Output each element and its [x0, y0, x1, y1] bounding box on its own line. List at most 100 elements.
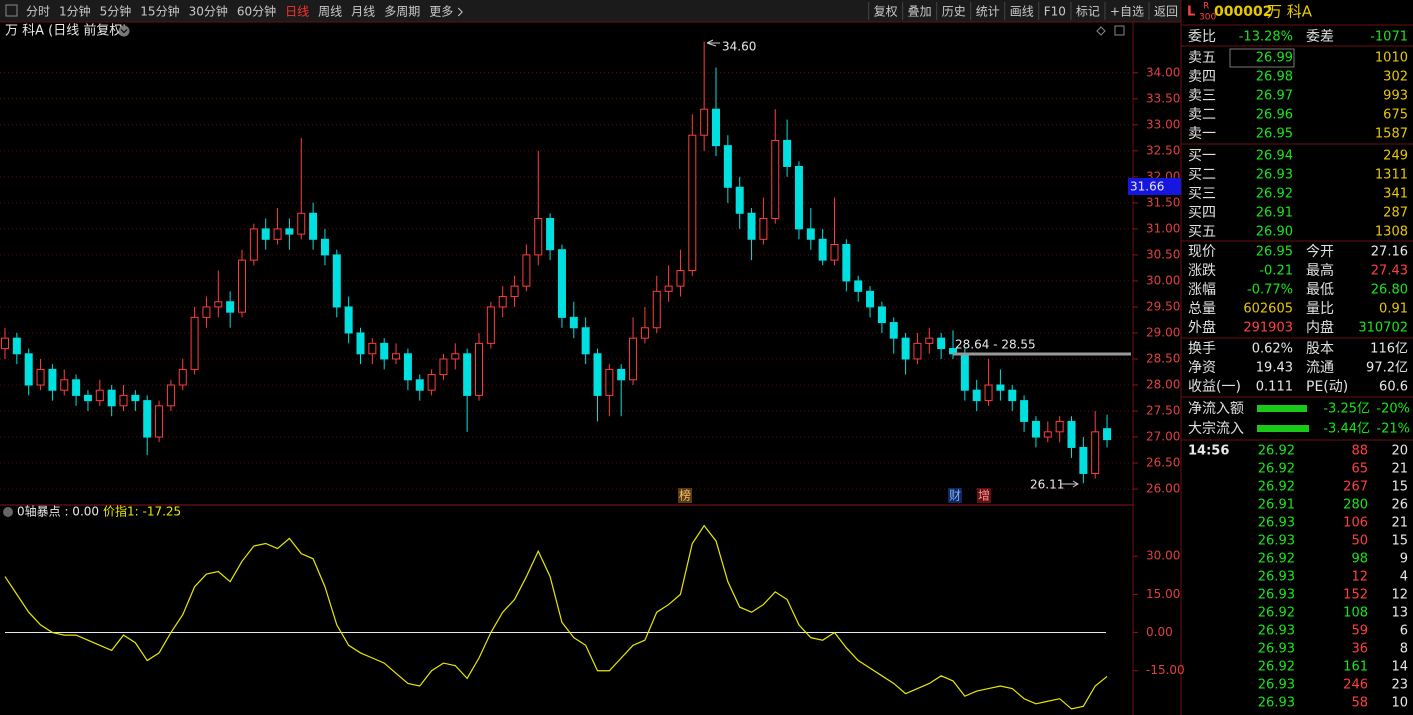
label: 今开: [1306, 244, 1334, 260]
label: 净资: [1188, 360, 1216, 376]
label: 买三: [1188, 186, 1216, 202]
tick-volume: 152: [1343, 588, 1368, 603]
tick-price: 26.92: [1258, 480, 1295, 495]
toolbar-button[interactable]: 叠加: [908, 5, 932, 19]
toolbar-item[interactable]: 分时: [26, 5, 50, 19]
amount: -3.25亿: [1323, 402, 1370, 417]
flow-bar: [1257, 425, 1309, 432]
volume: 302: [1383, 70, 1408, 85]
candle-body: [1079, 446, 1088, 474]
candle-body: [546, 217, 555, 251]
candle-body: [368, 342, 377, 355]
candle-body: [285, 228, 294, 235]
toolbar-item[interactable]: 日线: [285, 5, 309, 19]
candle-body: [1055, 420, 1064, 433]
toolbar-button[interactable]: 统计: [976, 5, 1000, 19]
label: 卖三: [1188, 88, 1216, 104]
tag[interactable]: [948, 488, 962, 503]
candle-body: [960, 353, 969, 391]
tick-time: 14:56: [1188, 444, 1229, 459]
candle-body: [415, 379, 424, 391]
chart-option[interactable]: [1114, 25, 1125, 36]
value: -1071: [1370, 30, 1408, 45]
plots: 26.00 26.50 27.00 27.50 28.00 28.50 29.00 29.50…: [0, 41, 1185, 710]
tick-price: 26.92: [1258, 606, 1295, 621]
y-tick-label: 27.00: [1146, 430, 1180, 444]
value: -0.77%: [1247, 283, 1293, 298]
value: 0.91: [1379, 302, 1408, 317]
candle-body: [913, 342, 922, 360]
tick-volume: 161: [1343, 660, 1368, 675]
toolbar-icon[interactable]: [5, 4, 18, 17]
toolbar-item[interactable]: 多周期: [384, 5, 420, 19]
candle-body: [723, 145, 732, 188]
tick-price: 26.93: [1258, 588, 1295, 603]
candle-body: [309, 212, 318, 240]
candle-body: [249, 228, 258, 261]
toolbar-item[interactable]: 周线: [318, 5, 342, 19]
tag-label[interactable]: 财: [949, 489, 961, 503]
tick-volume: 106: [1343, 516, 1368, 531]
toolbar-item[interactable]: 60分钟: [237, 4, 276, 19]
toolbar-item[interactable]: 1分钟: [59, 4, 91, 19]
tick-volume: 88: [1351, 444, 1368, 459]
candle-body: [605, 368, 614, 396]
selected-price: [1229, 48, 1295, 68]
y-tick-label: 31.00: [1146, 221, 1180, 235]
candle-body: [830, 244, 839, 261]
label: 委比: [1188, 29, 1216, 45]
candle-body: [889, 322, 898, 339]
candle-body: [380, 342, 389, 360]
candle-body: [783, 139, 792, 167]
value: 27.43: [1371, 264, 1408, 279]
badge: 300: [1199, 13, 1216, 23]
toolbar-button[interactable]: +自选: [1110, 5, 1144, 19]
candle-body: [131, 394, 140, 402]
toolbar-button[interactable]: F10: [1044, 5, 1066, 19]
tag[interactable]: [977, 488, 991, 503]
percent: -21%: [1376, 422, 1410, 437]
chart-option[interactable]: [1096, 26, 1106, 36]
price: 26.93: [1256, 168, 1293, 183]
candle-body: [652, 290, 661, 329]
tick-price: 26.92: [1258, 444, 1295, 459]
value: 602605: [1243, 302, 1293, 317]
candle-body: [996, 384, 1005, 391]
toolbar-item[interactable]: 15分钟: [140, 4, 179, 19]
toolbar-item[interactable]: 更多: [429, 5, 453, 19]
candle-body: [794, 165, 803, 230]
candle-body: [534, 217, 543, 256]
label: 涨幅: [1188, 282, 1216, 298]
candle-body: [925, 337, 934, 344]
tick-volume: 36: [1351, 642, 1368, 657]
tick-price: 26.92: [1258, 552, 1295, 567]
toolbar-button[interactable]: 历史: [942, 5, 966, 19]
tag[interactable]: [678, 488, 692, 503]
candle-body: [24, 353, 33, 386]
label: 外盘: [1188, 319, 1216, 336]
tick-count: 20: [1391, 444, 1408, 459]
last-price: 31.66: [1130, 180, 1164, 194]
chart-title: 万 科A (日线 前复权): [5, 23, 127, 39]
toolbar-item[interactable]: 30分钟: [189, 4, 228, 19]
tag-label[interactable]: 增: [978, 489, 990, 503]
title-menu[interactable]: [118, 25, 130, 37]
candle-body: [166, 384, 175, 407]
indicator-value: 价指1: -17.25: [103, 504, 181, 519]
y-tick-label: 34.00: [1146, 65, 1180, 79]
tag-label[interactable]: 榜: [679, 488, 691, 503]
indicator-menu[interactable]: [3, 507, 13, 517]
y-tick-label: 30.50: [1146, 247, 1180, 261]
tick-volume: 12: [1351, 570, 1368, 585]
candle-body: [1103, 428, 1112, 441]
toolbar-button[interactable]: 返回: [1154, 5, 1178, 19]
toolbar-button[interactable]: 标记: [1076, 5, 1100, 19]
tick-price: 26.93: [1258, 534, 1295, 549]
toolbar-button[interactable]: 复权: [874, 5, 898, 19]
tick-price: 26.91: [1258, 498, 1295, 513]
toolbar-button[interactable]: 画线: [1010, 5, 1034, 19]
toolbar-item[interactable]: 月线: [351, 5, 375, 19]
high-label: 34.60: [722, 40, 756, 54]
toolbar-item[interactable]: 5分钟: [100, 4, 132, 19]
